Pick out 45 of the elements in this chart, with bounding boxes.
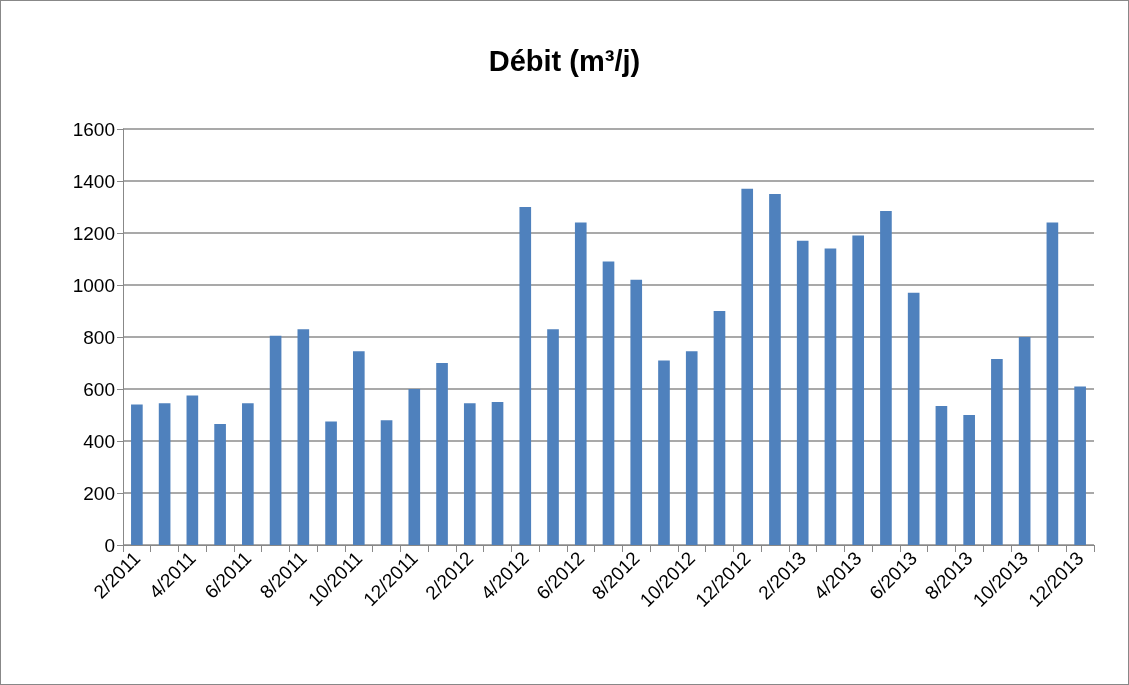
- bar: [491, 402, 504, 545]
- bar: [991, 359, 1003, 545]
- chart-title: Débit (m³/j): [488, 44, 641, 77]
- bar: [1046, 222, 1059, 545]
- bar: [325, 421, 337, 545]
- y-tick-label: 1400: [72, 170, 115, 192]
- bar: [741, 188, 754, 545]
- y-tick-label: 200: [83, 482, 115, 504]
- y-tick-label: 800: [83, 326, 115, 348]
- bar: [630, 279, 643, 545]
- bar: [408, 389, 421, 545]
- bar: [352, 351, 365, 545]
- bar: [380, 420, 393, 545]
- y-tick-label: 0: [104, 534, 115, 556]
- bar: [519, 207, 532, 545]
- bar: [186, 395, 199, 545]
- bar: [880, 210, 892, 545]
- bar: [436, 363, 448, 545]
- bar: [769, 194, 781, 545]
- bar: [547, 329, 559, 545]
- bar: [214, 424, 226, 545]
- bar: [852, 235, 865, 545]
- bar: [158, 403, 171, 545]
- bar: [297, 329, 310, 545]
- bar: [824, 248, 837, 545]
- y-tick-label: 400: [83, 430, 115, 452]
- y-tick-label: 1600: [72, 118, 115, 140]
- bar: [602, 261, 615, 545]
- bar: [658, 360, 670, 545]
- bar: [685, 351, 698, 545]
- y-tick-label: 600: [83, 378, 115, 400]
- bar: [269, 335, 282, 545]
- bar: [463, 403, 476, 545]
- bar: [713, 311, 726, 545]
- bar: [796, 240, 809, 545]
- y-tick-label: 1200: [72, 222, 115, 244]
- bar: [131, 404, 143, 545]
- bar: [935, 405, 948, 545]
- bar: [907, 292, 920, 545]
- y-tick-label: 1000: [72, 274, 115, 296]
- bar: [963, 415, 975, 545]
- bar: [242, 403, 254, 545]
- bar: [1074, 386, 1086, 545]
- bar: [1018, 337, 1031, 545]
- bar: [574, 222, 587, 545]
